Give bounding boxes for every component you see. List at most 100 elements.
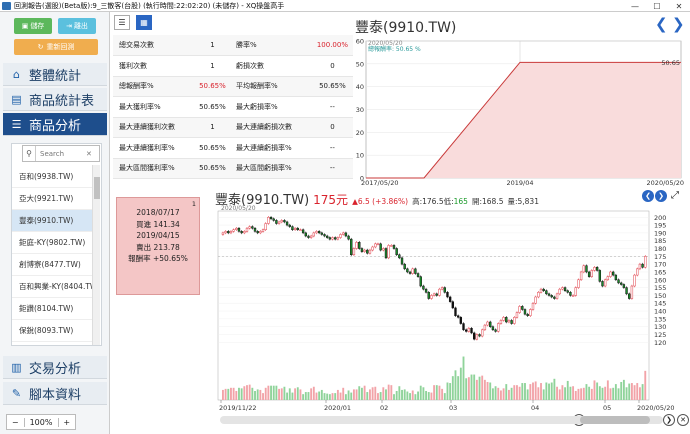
list-icon: ☰: [11, 117, 22, 131]
reset-backtest-button[interactable]: ↻ 重新回測: [14, 39, 98, 55]
chart-next-button[interactable]: ❯: [655, 190, 667, 202]
y-tick-label: 180: [654, 245, 666, 253]
exit-button[interactable]: ⇥ 離出: [58, 18, 96, 34]
scroll-right-button[interactable]: ❯: [663, 414, 675, 426]
x-tick-label: 2020/05/20: [647, 179, 684, 186]
grid-view-toggle[interactable]: ▦: [136, 15, 152, 30]
nav-overall-stats[interactable]: ⌂ 整體統計: [3, 63, 107, 86]
title-bar: 回測報告(選股)(Beta版):9_三散客(台股) (執行時間:22:02:20…: [0, 0, 690, 12]
candle-body: [299, 229, 302, 232]
nav-label: 整體統計: [29, 68, 82, 84]
scrollbar-thumb[interactable]: [580, 416, 650, 424]
exit-icon: ⇥: [66, 22, 72, 30]
volume-bar: [548, 383, 550, 400]
volume-bar: [438, 385, 441, 400]
candle-body: [221, 232, 225, 235]
candle-body: [545, 290, 548, 295]
home-icon: ⌂: [13, 67, 20, 81]
volume-bar: [395, 390, 398, 400]
stock-item-selected[interactable]: 豐泰(9910.TW): [12, 210, 92, 232]
minimize-button[interactable]: —: [631, 1, 639, 11]
maximize-button[interactable]: ☐: [653, 1, 661, 11]
volume-bar: [227, 388, 230, 400]
candle-body: [283, 220, 286, 223]
stock-item[interactable]: 保銳(8093.TW): [12, 320, 92, 342]
volume-bar: [459, 367, 462, 400]
expand-icon[interactable]: ⤢: [671, 190, 679, 201]
stock-item[interactable]: 百和(9938.TW): [12, 166, 92, 188]
stock-item[interactable]: 鉅庭-KY(9802.TW): [12, 232, 92, 254]
candle-body: [636, 268, 639, 276]
candle-body: [628, 293, 631, 299]
list-view-toggle[interactable]: ☰: [114, 15, 130, 30]
volume-bar: [323, 393, 326, 400]
candle-body: [248, 226, 251, 229]
stock-list-scrollbar[interactable]: [92, 165, 100, 345]
candle-body: [579, 271, 583, 281]
candle-body: [593, 267, 596, 271]
nav-product-stats[interactable]: ▤ 商品統計表: [3, 88, 107, 111]
volume-bar: [278, 388, 281, 400]
candle-body: [555, 293, 559, 299]
sell-price: 賣出 213.78: [136, 242, 180, 252]
volume-bar: [454, 370, 457, 400]
trade-record-card[interactable]: 1 2018/07/17 買進 141.34 2019/04/15 賣出 213…: [116, 197, 200, 295]
candle-body: [422, 285, 425, 290]
stats-value: 0: [311, 117, 353, 138]
zoom-in-button[interactable]: +: [57, 417, 76, 427]
candle-body: [360, 248, 364, 252]
volume-bar: [262, 393, 264, 400]
stock-search-box[interactable]: ⚲ ✕: [22, 145, 100, 162]
clear-icon[interactable]: ✕: [86, 149, 92, 158]
stock-item[interactable]: 百和興業-KY(8404.TW): [12, 276, 92, 298]
stock-item[interactable]: 創博寮(8477.TW): [12, 254, 92, 276]
stats-value: 1: [194, 117, 231, 138]
candle-body: [382, 248, 385, 251]
candle-body: [285, 221, 289, 226]
chart-horizontal-scrollbar[interactable]: [220, 416, 663, 424]
search-input[interactable]: [36, 149, 86, 158]
volume-bar: [355, 389, 358, 400]
zoom-out-button[interactable]: −: [7, 417, 25, 427]
volume-bar: [532, 382, 534, 400]
volume-bar: [628, 383, 631, 400]
candle-body: [374, 243, 377, 248]
reset-view-button[interactable]: ✕: [677, 414, 689, 426]
quote-volume: 量:5,831: [507, 197, 539, 206]
scrollbar-thumb[interactable]: [94, 177, 100, 199]
save-button[interactable]: ▣ 儲存: [14, 18, 52, 34]
candle-body: [288, 224, 291, 227]
candle-body: [419, 276, 422, 287]
volume-bar: [406, 391, 409, 400]
volume-bar: [352, 389, 355, 400]
candle-body: [590, 270, 593, 277]
x-tick-label: 2019/11/22: [219, 404, 256, 412]
stock-item[interactable]: 亞大(9921.TW): [12, 188, 92, 210]
volume-bar: [302, 394, 305, 400]
stats-label: 最大連續獲利次數: [113, 117, 195, 138]
nav-trade-analysis[interactable]: ▥ 交易分析: [3, 356, 107, 379]
volume-bar: [622, 379, 625, 400]
candle-body: [261, 229, 265, 232]
stats-label: 最大區間獲利率%: [113, 158, 195, 179]
nav-product-analysis[interactable]: ☰ 商品分析: [3, 113, 107, 136]
volume-bar: [326, 393, 329, 400]
volume-bar: [593, 380, 596, 400]
close-button[interactable]: ✕: [675, 1, 683, 11]
candle-body: [456, 315, 460, 318]
x-tick-label: 2020/05/20: [637, 404, 674, 412]
stats-label: 最大連續虧損率%: [230, 137, 312, 159]
candlestick-chart: 1201251301351401451501551601651701751801…: [217, 205, 674, 412]
volume-bar: [564, 387, 567, 400]
stock-item[interactable]: 鉅讚(8104.TW): [12, 298, 92, 320]
candle-body: [312, 232, 316, 237]
quote-name: 豐泰(9910.TW): [215, 193, 310, 208]
next-stock-arrow[interactable]: ❯: [672, 15, 685, 33]
candle-body: [387, 245, 390, 259]
chart-prev-button[interactable]: ❮: [642, 190, 654, 202]
volume-bar: [232, 387, 235, 400]
nav-script-data[interactable]: ✎ 腳本資料: [3, 382, 107, 405]
candle-body: [363, 249, 366, 252]
y-tick-label: 0: [360, 175, 364, 183]
prev-stock-arrow[interactable]: ❮: [655, 15, 668, 33]
